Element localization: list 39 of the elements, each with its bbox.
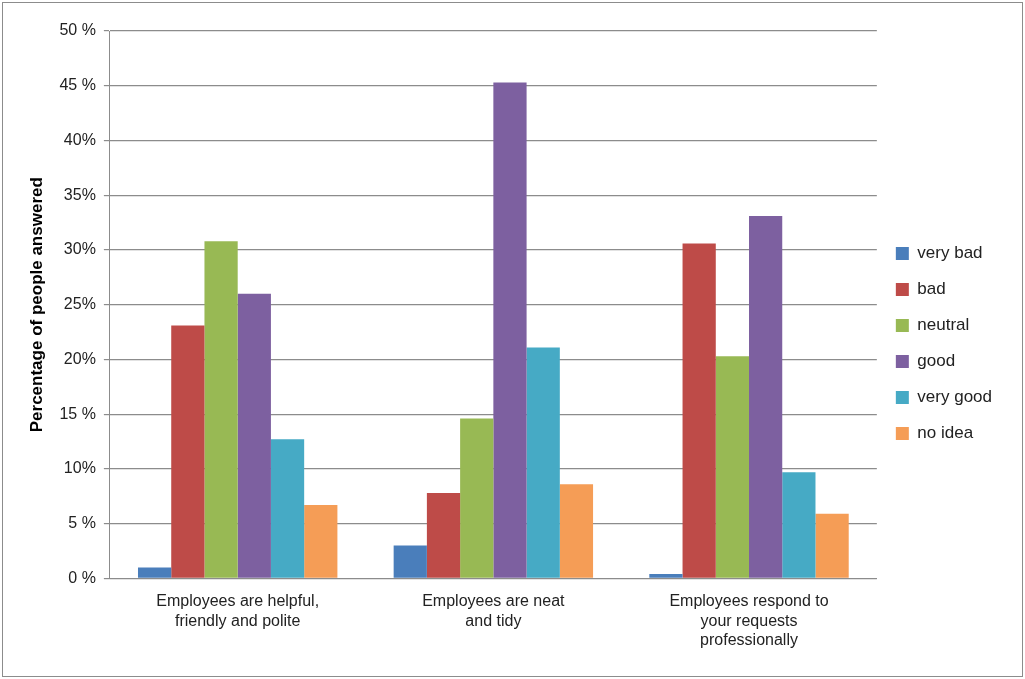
y-tick-label: 25%: [63, 295, 96, 313]
bar: [137, 567, 172, 578]
bar: [304, 505, 338, 578]
legend-label: bad: [917, 279, 946, 299]
y-tick-label: 50 %: [59, 21, 96, 39]
y-tick-label: 35%: [63, 185, 96, 203]
legend-label: no idea: [917, 423, 974, 443]
bar: [171, 325, 205, 578]
bar: [559, 484, 594, 578]
bar: [426, 493, 461, 578]
y-tick-label: 45 %: [59, 76, 96, 94]
y-tick-label: 5 %: [68, 514, 96, 532]
y-tick-label: 0 %: [68, 568, 96, 586]
x-tick-label: Employees respond to your requests professionally: [669, 592, 829, 648]
legend-label: very good: [917, 387, 993, 407]
bar: [204, 241, 238, 578]
bar: [393, 545, 427, 578]
legend-label: good: [917, 351, 956, 371]
bar: [493, 82, 527, 578]
bar: [237, 293, 271, 578]
x-tick-label: Employees are neat and tidy: [422, 592, 566, 629]
legend-label: neutral: [917, 315, 970, 335]
y-tick-label: 30%: [63, 240, 96, 258]
bar: [682, 243, 716, 578]
bar: [270, 439, 305, 578]
bar: [526, 347, 560, 578]
y-tick-label: 20%: [63, 349, 96, 367]
legend-label: very bad: [917, 243, 983, 263]
bar: [649, 574, 683, 578]
y-tick-label: 15 %: [59, 404, 96, 422]
x-tick-label: Employees are helpful, friendly and polite: [156, 592, 320, 629]
bar: [815, 513, 849, 578]
y-axis-title: Percentage of people answered: [26, 177, 46, 433]
bar: [715, 356, 750, 578]
y-tick-label: 10%: [63, 459, 96, 477]
bar: [749, 216, 783, 578]
y-tick-label: 40%: [63, 130, 96, 148]
bar: [460, 418, 494, 578]
bar: [782, 472, 816, 578]
